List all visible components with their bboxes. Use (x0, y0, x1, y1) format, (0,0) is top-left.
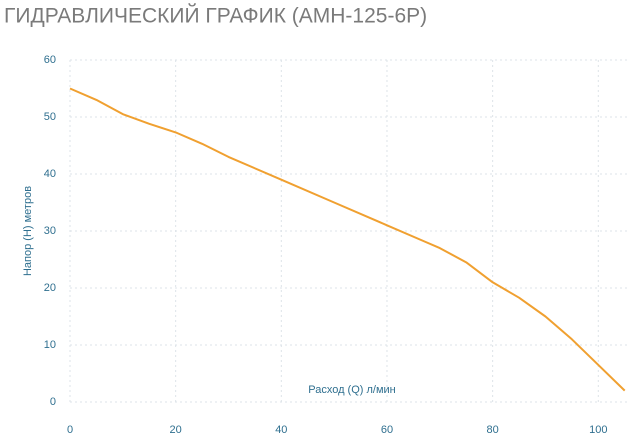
x-tick-label: 80 (487, 424, 499, 436)
x-tick-label: 60 (381, 424, 393, 436)
y-tick-label: 20 (44, 282, 56, 294)
y-tick-label: 10 (44, 339, 56, 351)
line (69, 87, 626, 392)
chart-title: ГИДРАВЛИЧЕСКИЙ ГРАФИК (АМН-125-6Р) (4, 4, 427, 28)
x-tick-label: 20 (170, 424, 182, 436)
x-tick-label: 40 (275, 424, 287, 436)
y-tick-label: 0 (50, 396, 56, 408)
y-tick-label: 50 (44, 111, 56, 123)
x-axis-title: Расход (Q) л/мин (308, 384, 396, 396)
x-tick-label: 100 (589, 424, 607, 436)
y-tick-label: 40 (44, 168, 56, 180)
y-tick-label: 30 (44, 225, 56, 237)
y-axis-title: Напор (Н) метров (22, 186, 34, 276)
x-tick-label: 0 (67, 424, 73, 436)
y-tick-label: 60 (44, 54, 56, 66)
